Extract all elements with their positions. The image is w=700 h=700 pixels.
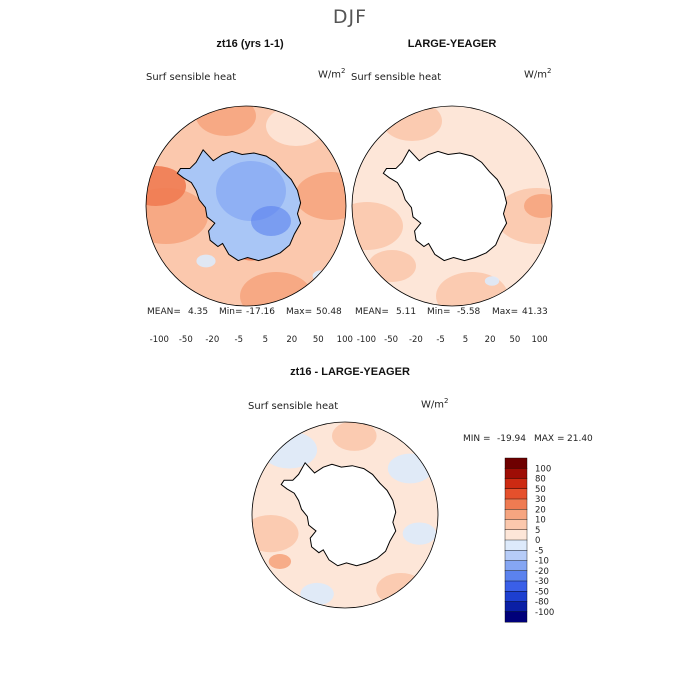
panel1-max-label: Max= (286, 307, 313, 317)
colorbar-level-label: -50 (535, 587, 549, 597)
panel1-min-value: -17.16 (246, 307, 276, 317)
figure-title: DJF (332, 6, 368, 28)
panel2-min-label: Min= (427, 307, 451, 317)
panel1-mean-label: MEAN= (147, 307, 181, 317)
colorbar-level-label: -30 (535, 577, 549, 587)
panel1-min-label: Min= (219, 307, 243, 317)
colorbar-level-label: 20 (535, 505, 546, 515)
colorbar-level-label: 80 (535, 475, 546, 485)
colorbar-level-label: 0 (535, 536, 540, 546)
map-boundary (145, 105, 347, 307)
colorbar-swatch (504, 591, 528, 602)
colorbar-tick-label: -100 (357, 335, 376, 345)
panel1-mean-value: 4.35 (188, 307, 209, 317)
map-panel-3 (243, 421, 439, 609)
panel3-variable-label: Surf sensible heat (248, 401, 339, 412)
map-boundary (351, 105, 553, 307)
panel2-variable-label: Surf sensible heat (351, 72, 442, 83)
colorbar-level-label: 50 (535, 485, 546, 495)
colorbar-tick-label: -20 (205, 335, 219, 345)
colorbar-swatch (504, 457, 528, 469)
colorbar-tick-label: 50 (509, 335, 520, 345)
panel2-max-value: 41.33 (522, 307, 548, 317)
colorbar-swatch (504, 580, 528, 592)
colorbar-tick-label: -20 (409, 335, 423, 345)
panel3-title: zt16 - LARGE-YEAGER (290, 366, 410, 378)
colorbar-swatch (504, 509, 528, 520)
panel1-variable-label: Surf sensible heat (146, 72, 237, 83)
panel3-min-value: -19.94 (497, 434, 527, 444)
panel1-title: zt16 (yrs 1-1) (216, 38, 284, 50)
colorbar-tick-label: 50 (313, 335, 324, 345)
colorbar-level-label: 5 (535, 526, 540, 536)
colorbar-tick-label: 100 (337, 335, 353, 345)
colorbar-tick-label: 5 (463, 335, 468, 345)
colorbar-level-label: -20 (535, 567, 549, 577)
colorbar-tick-label: -5 (235, 335, 243, 345)
colorbar-tick-label: 100 (531, 335, 547, 345)
colorbar-tick-label: -5 (436, 335, 444, 345)
colorbar-tick-label: 20 (286, 335, 297, 345)
map-panel-2 (331, 105, 553, 307)
colorbar-level-label: 30 (535, 495, 546, 505)
colorbar-swatch (504, 601, 528, 613)
colorbar-horizontal-1: -100 -50 -20 -5 5 20 50 100 (150, 335, 353, 345)
colorbar-swatch (504, 529, 528, 541)
colorbar-swatch (504, 570, 528, 582)
colorbar-tick-label: -50 (179, 335, 193, 345)
colorbar-swatch (504, 560, 528, 572)
panel2-mean-value: 5.11 (396, 307, 417, 317)
colorbar-swatch (504, 488, 528, 500)
panel3-min-label: MIN = (463, 434, 491, 444)
panel2-mean-label: MEAN= (355, 307, 389, 317)
panel1-max-value: 50.48 (316, 307, 342, 317)
panel3-units: W/m2 (421, 397, 449, 411)
panel3-max-label: MAX = (534, 434, 565, 444)
colorbar-swatch (504, 468, 528, 479)
colorbar-swatch (504, 519, 528, 531)
colorbar-level-label: -5 (535, 546, 543, 556)
colorbar-level-label: -10 (535, 557, 549, 567)
colorbar-level-label: -100 (535, 608, 554, 618)
colorbar-tick-label: 5 (263, 335, 268, 345)
panel3-max-value: 21.40 (567, 434, 593, 444)
colorbar-swatch (504, 550, 528, 561)
colorbar-swatch (504, 478, 528, 490)
colorbar-tick-label: -50 (384, 335, 398, 345)
colorbar-tick-label: 20 (485, 335, 496, 345)
panel1-units: W/m2 (318, 67, 346, 81)
map-boundary (251, 421, 439, 609)
panel2-units: W/m2 (524, 67, 552, 81)
colorbar-swatch (504, 539, 528, 551)
colorbar-horizontal-2: -100 -50 -20 -5 5 20 50 100 (357, 335, 548, 345)
colorbar-level-label: -80 (535, 598, 549, 608)
panel2-min-value: -5.58 (457, 307, 481, 317)
colorbar-swatch (504, 611, 528, 623)
colorbar-level-label: 10 (535, 516, 546, 526)
colorbar-tick-label: -100 (150, 335, 169, 345)
map-panel-1 (124, 105, 347, 307)
colorbar-swatch (504, 498, 528, 510)
panel2-max-label: Max= (492, 307, 519, 317)
colorbar-level-label: 100 (535, 464, 551, 474)
panel2-title: LARGE-YEAGER (407, 38, 497, 50)
